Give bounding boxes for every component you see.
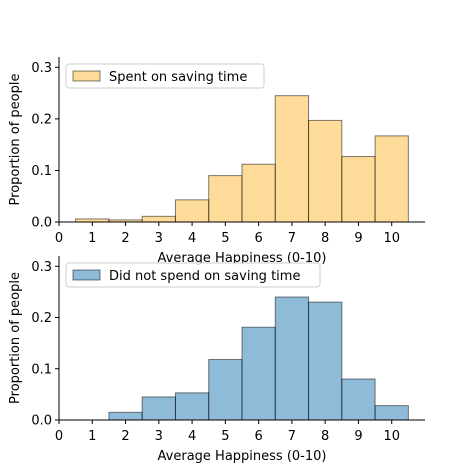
chart-panel-1: Average Happiness (0-10) 0 1 2 3 4 5 6 7 8 9 10 0.0 0… [8, 57, 425, 266]
histogram-bar [108, 411, 143, 421]
legend-swatch [72, 70, 101, 82]
histogram-bar [241, 163, 276, 223]
histogram-bar [241, 326, 276, 421]
legend-box [65, 63, 265, 89]
x-tick-label: 10 [383, 429, 400, 444]
legend-label: Spent on saving time [109, 70, 247, 85]
x-tick-label: 1 [88, 429, 96, 444]
x-tick-label: 8 [321, 231, 329, 246]
histogram-bar [274, 296, 310, 421]
x-tick-label: 4 [188, 231, 196, 246]
x-tick-label: 10 [383, 231, 400, 246]
y-tick-label: 0.1 [31, 362, 52, 377]
histogram-bar [141, 215, 176, 223]
histogram-bar [141, 396, 176, 421]
y-axis-label: Proportion of people [8, 272, 23, 404]
legend-swatch [72, 269, 101, 281]
x-tick-label: 7 [288, 429, 296, 444]
histogram-bar [174, 392, 210, 421]
x-tick-label: 7 [288, 231, 296, 246]
y-tick-label: 0.3 [31, 61, 52, 76]
histogram-bar [341, 156, 376, 223]
x-tick-label: 3 [155, 231, 163, 246]
y-tick-label: 0.1 [31, 164, 52, 179]
y-tick-label: 0.0 [31, 216, 52, 231]
x-tick-label: 2 [121, 231, 129, 246]
histogram-bar [374, 405, 409, 421]
histogram-bar [308, 119, 343, 223]
y-tick-label: 0.2 [31, 311, 52, 326]
legend-box [65, 262, 321, 288]
histogram-bar [208, 175, 243, 223]
x-tick-label: 4 [188, 429, 196, 444]
y-axis-label: Proportion of people [8, 74, 23, 206]
histogram-bar [274, 95, 310, 223]
x-axis-label: Average Happiness (0-10) [158, 449, 327, 464]
chart-panel-2: Average Happiness (0-10) 0 1 2 3 4 5 6 7 8 9 10 0.0 0… [8, 256, 425, 464]
histogram-bar [174, 199, 210, 223]
x-tick-label: 1 [88, 231, 96, 246]
x-tick-label: 5 [221, 231, 229, 246]
histogram-bar [308, 301, 343, 421]
y-tick-label: 0.2 [31, 112, 52, 127]
x-axis-label: Average Happiness (0-10) [158, 251, 327, 266]
y-tick-label: 0.3 [31, 260, 52, 275]
histogram-bar [374, 135, 409, 223]
legend-label: Did not spend on saving time [109, 269, 300, 284]
legend: Spent on saving time [65, 63, 265, 89]
histogram-bar [208, 359, 243, 421]
legend: Did not spend on saving time [65, 262, 321, 288]
x-tick-label: 3 [155, 429, 163, 444]
x-tick-label: 6 [254, 429, 262, 444]
histogram-bar [341, 378, 376, 421]
x-tick-label: 0 [55, 429, 63, 444]
x-tick-label: 0 [55, 231, 63, 246]
x-tick-label: 5 [221, 429, 229, 444]
x-tick-label: 9 [354, 429, 362, 444]
x-tick-label: 8 [321, 429, 329, 444]
x-tick-label: 2 [121, 429, 129, 444]
y-tick-label: 0.0 [31, 414, 52, 429]
x-tick-label: 9 [354, 231, 362, 246]
x-tick-label: 6 [254, 231, 262, 246]
